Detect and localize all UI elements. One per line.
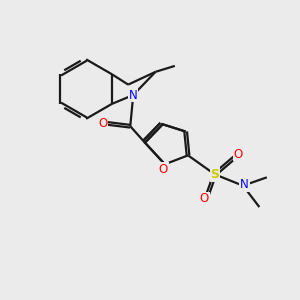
Text: S: S [210, 168, 219, 181]
Text: O: O [159, 163, 168, 176]
Text: O: O [200, 192, 209, 205]
Text: N: N [240, 178, 249, 191]
Text: N: N [129, 88, 138, 101]
Text: O: O [233, 148, 243, 161]
Text: O: O [98, 117, 107, 130]
